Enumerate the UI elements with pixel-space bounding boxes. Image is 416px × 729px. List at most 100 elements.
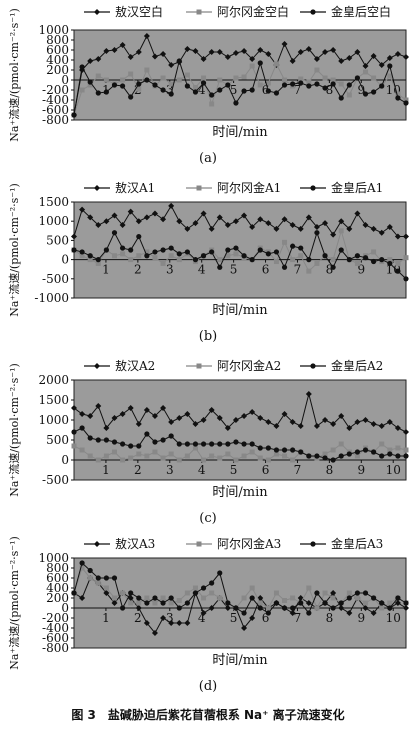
point-square	[395, 260, 401, 266]
x-tick-label: 3	[166, 463, 174, 477]
point-square	[136, 451, 142, 457]
point-square	[128, 71, 134, 77]
legend-label: 金皇后A2	[331, 358, 383, 373]
point-circle	[209, 441, 215, 447]
point-circle	[310, 185, 316, 191]
point-square	[354, 453, 360, 459]
point-diamond	[241, 212, 248, 219]
point-circle	[362, 255, 369, 261]
point-circle	[184, 249, 190, 255]
point-circle	[281, 82, 288, 88]
point-square	[403, 255, 409, 261]
point-square	[306, 79, 312, 85]
point-circle	[265, 445, 271, 451]
point-diamond	[362, 63, 369, 69]
point-diamond	[151, 210, 158, 217]
point-diamond	[184, 411, 191, 417]
point-circle	[217, 441, 223, 447]
series-1	[71, 202, 409, 240]
point-square	[209, 453, 215, 459]
x-axis-label: 时间/min	[212, 125, 268, 140]
point-diamond	[232, 50, 239, 56]
point-diamond	[305, 214, 312, 221]
point-diamond	[168, 419, 175, 425]
point-circle	[103, 575, 109, 581]
point-circle	[249, 595, 255, 601]
point-circle	[249, 87, 255, 93]
panel-label: (d)	[199, 679, 217, 694]
point-circle	[225, 82, 231, 88]
point-diamond	[151, 53, 158, 60]
point-circle	[103, 247, 109, 253]
point-square	[330, 595, 336, 601]
legend-label: 敖汉空白	[115, 4, 163, 19]
point-circle	[71, 590, 77, 596]
point-diamond	[289, 58, 296, 64]
figure-canvas: 敖汉空白 阿尔冈金空白 金皇后空白-800-600-400-200020040060…	[7, 4, 409, 694]
point-square	[160, 455, 166, 461]
series-3	[71, 425, 409, 463]
point-square	[330, 77, 336, 83]
point-square	[95, 73, 101, 79]
point-circle	[225, 247, 231, 253]
y-tick-label: 500	[46, 433, 69, 447]
point-circle	[136, 595, 142, 601]
point-diamond	[71, 233, 77, 240]
point-diamond	[322, 417, 329, 423]
point-diamond	[386, 55, 393, 61]
point-diamond	[127, 54, 134, 60]
point-square	[87, 82, 93, 88]
point-square	[209, 590, 215, 596]
point-square	[192, 445, 198, 451]
point-diamond	[160, 405, 167, 411]
x-tick-label: 7	[294, 263, 302, 277]
point-circle	[168, 595, 174, 601]
series-3	[71, 230, 409, 282]
point-circle	[95, 257, 101, 263]
point-circle	[322, 600, 328, 606]
point-square	[346, 92, 352, 98]
point-square	[330, 257, 336, 263]
point-circle	[379, 257, 385, 263]
point-circle	[176, 605, 182, 611]
point-square	[120, 251, 126, 257]
point-square	[201, 75, 207, 81]
point-square	[273, 590, 279, 596]
point-diamond	[241, 48, 248, 54]
point-diamond	[394, 51, 401, 57]
point-square	[290, 257, 296, 263]
point-circle	[257, 445, 263, 451]
point-circle	[119, 83, 126, 89]
point-square	[338, 441, 344, 447]
point-circle	[310, 541, 316, 547]
point-circle	[379, 600, 385, 606]
point-circle	[395, 595, 401, 601]
point-circle	[152, 595, 158, 601]
point-circle	[79, 425, 85, 431]
point-diamond	[94, 185, 100, 191]
y-tick-label: -800	[42, 113, 69, 127]
x-tick-label: 10	[386, 611, 401, 625]
point-circle	[273, 249, 280, 255]
point-diamond	[257, 47, 264, 53]
point-circle	[290, 447, 296, 453]
point-diamond	[87, 58, 94, 64]
point-square	[395, 91, 401, 97]
point-square	[379, 605, 385, 611]
point-diamond	[95, 222, 102, 229]
point-diamond	[192, 48, 199, 54]
point-square	[233, 75, 239, 81]
point-circle	[144, 431, 150, 437]
point-circle	[225, 600, 231, 606]
point-circle	[225, 441, 231, 447]
point-circle	[306, 257, 312, 263]
point-circle	[184, 441, 190, 447]
point-circle	[290, 81, 296, 87]
point-square	[257, 600, 263, 606]
point-diamond	[200, 210, 207, 217]
x-tick-label: 7	[294, 83, 302, 97]
point-square	[225, 253, 231, 259]
point-circle	[379, 453, 385, 459]
point-circle	[103, 89, 109, 95]
point-circle	[395, 453, 401, 459]
